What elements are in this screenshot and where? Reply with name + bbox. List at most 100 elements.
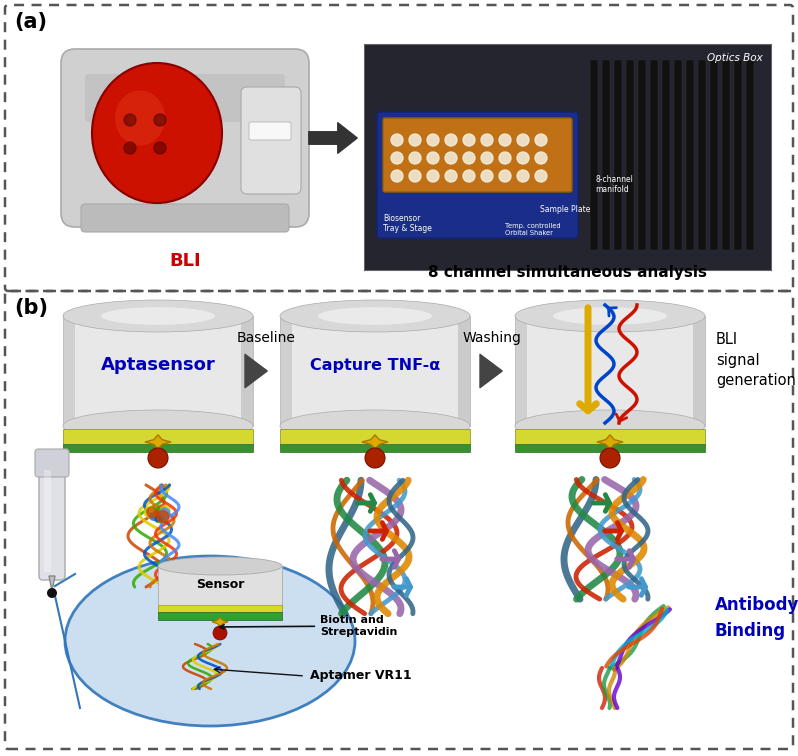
Ellipse shape	[280, 410, 470, 442]
Text: Sensor: Sensor	[196, 578, 244, 591]
Text: Capture TNF-α: Capture TNF-α	[310, 358, 440, 373]
FancyBboxPatch shape	[365, 45, 771, 270]
Circle shape	[157, 511, 169, 522]
Circle shape	[47, 588, 57, 598]
FancyBboxPatch shape	[35, 449, 69, 477]
Ellipse shape	[515, 300, 705, 332]
FancyBboxPatch shape	[158, 566, 282, 608]
Text: (b): (b)	[14, 298, 48, 318]
FancyBboxPatch shape	[734, 60, 742, 250]
Polygon shape	[212, 618, 228, 627]
FancyBboxPatch shape	[81, 204, 289, 232]
Polygon shape	[597, 435, 623, 449]
Circle shape	[150, 513, 156, 520]
FancyBboxPatch shape	[590, 60, 598, 250]
Polygon shape	[241, 316, 253, 426]
Ellipse shape	[318, 307, 432, 325]
Circle shape	[481, 134, 493, 146]
Ellipse shape	[280, 300, 470, 332]
Circle shape	[427, 134, 439, 146]
FancyBboxPatch shape	[63, 429, 253, 447]
Circle shape	[153, 511, 164, 522]
FancyBboxPatch shape	[280, 429, 470, 447]
FancyBboxPatch shape	[746, 60, 754, 250]
FancyBboxPatch shape	[249, 122, 291, 140]
Circle shape	[481, 170, 493, 182]
FancyBboxPatch shape	[626, 60, 634, 250]
FancyBboxPatch shape	[662, 60, 670, 250]
Ellipse shape	[63, 300, 253, 332]
Circle shape	[124, 142, 136, 154]
FancyBboxPatch shape	[365, 45, 771, 270]
Text: Antibody
Binding: Antibody Binding	[715, 596, 798, 640]
FancyBboxPatch shape	[515, 429, 705, 447]
Circle shape	[535, 152, 547, 164]
Circle shape	[147, 507, 157, 518]
FancyBboxPatch shape	[614, 60, 622, 250]
FancyBboxPatch shape	[44, 470, 51, 572]
FancyBboxPatch shape	[280, 316, 470, 426]
Text: BLI: BLI	[169, 252, 201, 270]
FancyBboxPatch shape	[650, 60, 658, 250]
FancyBboxPatch shape	[515, 445, 705, 453]
Polygon shape	[362, 435, 388, 449]
FancyBboxPatch shape	[602, 60, 610, 250]
FancyBboxPatch shape	[158, 605, 282, 613]
Circle shape	[409, 170, 421, 182]
Circle shape	[160, 506, 170, 515]
Circle shape	[517, 134, 529, 146]
Circle shape	[157, 505, 165, 513]
Circle shape	[124, 114, 136, 126]
Text: Sample Plate: Sample Plate	[540, 205, 591, 214]
Text: Aptamer VR11: Aptamer VR11	[310, 670, 412, 683]
Circle shape	[535, 170, 547, 182]
Circle shape	[535, 134, 547, 146]
Circle shape	[155, 516, 161, 522]
Ellipse shape	[63, 410, 253, 442]
Ellipse shape	[65, 556, 355, 726]
Circle shape	[499, 170, 511, 182]
Text: 8-channel
manifold: 8-channel manifold	[595, 175, 633, 194]
Ellipse shape	[92, 63, 222, 203]
Circle shape	[159, 509, 164, 514]
Polygon shape	[280, 316, 292, 426]
Circle shape	[365, 448, 385, 468]
Circle shape	[391, 152, 403, 164]
Circle shape	[463, 134, 475, 146]
Circle shape	[445, 170, 457, 182]
Polygon shape	[693, 316, 705, 426]
FancyBboxPatch shape	[638, 60, 646, 250]
Text: Optics Box: Optics Box	[707, 53, 763, 63]
Ellipse shape	[553, 307, 667, 325]
Circle shape	[213, 626, 227, 640]
Polygon shape	[49, 576, 55, 591]
Circle shape	[463, 152, 475, 164]
Ellipse shape	[515, 410, 705, 442]
Ellipse shape	[115, 91, 165, 145]
FancyBboxPatch shape	[63, 445, 253, 453]
Text: Biosensor
Tray & Stage: Biosensor Tray & Stage	[383, 214, 432, 234]
Circle shape	[150, 508, 154, 512]
Circle shape	[445, 152, 457, 164]
Circle shape	[409, 152, 421, 164]
Circle shape	[517, 152, 529, 164]
Circle shape	[427, 152, 439, 164]
Text: 8 channel simultaneous analysis: 8 channel simultaneous analysis	[429, 265, 708, 280]
Text: Washing: Washing	[463, 331, 521, 345]
Circle shape	[499, 152, 511, 164]
Polygon shape	[458, 316, 470, 426]
FancyBboxPatch shape	[377, 112, 578, 238]
Circle shape	[499, 134, 511, 146]
Circle shape	[463, 170, 475, 182]
Circle shape	[600, 448, 620, 468]
Circle shape	[427, 170, 439, 182]
Circle shape	[144, 507, 156, 518]
FancyBboxPatch shape	[722, 60, 730, 250]
FancyBboxPatch shape	[674, 60, 682, 250]
Circle shape	[154, 142, 166, 154]
Circle shape	[445, 134, 457, 146]
Circle shape	[409, 134, 421, 146]
Text: Aptasensor: Aptasensor	[101, 357, 215, 374]
Polygon shape	[145, 435, 171, 449]
FancyBboxPatch shape	[158, 612, 282, 620]
